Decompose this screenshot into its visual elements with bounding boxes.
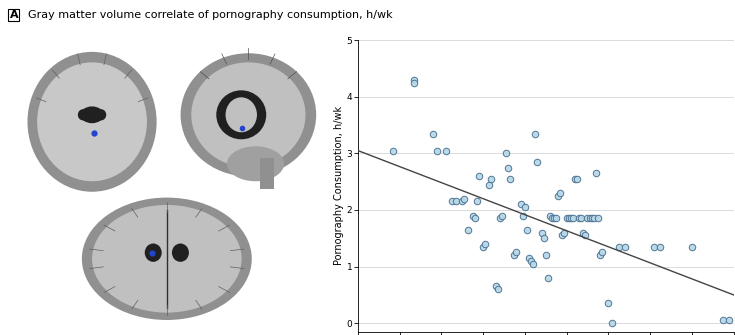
Point	[477, 244, 489, 250]
Point	[584, 216, 595, 221]
Ellipse shape	[37, 62, 147, 181]
Point	[462, 227, 474, 232]
Point	[539, 253, 551, 258]
Point	[409, 80, 420, 85]
Point	[496, 213, 508, 218]
Point	[592, 216, 603, 221]
Point	[563, 216, 575, 221]
Point	[484, 182, 495, 187]
Point	[548, 216, 560, 221]
Point	[648, 244, 660, 250]
Point	[471, 199, 483, 204]
Point	[387, 148, 399, 153]
Point	[523, 255, 535, 261]
Point	[467, 213, 478, 218]
Ellipse shape	[216, 90, 266, 139]
Point	[494, 216, 506, 221]
Point	[526, 258, 537, 264]
Point	[655, 244, 667, 250]
Point	[554, 190, 566, 196]
Point	[596, 250, 608, 255]
Ellipse shape	[27, 52, 157, 192]
Point	[450, 199, 462, 204]
Ellipse shape	[227, 146, 284, 181]
Point	[542, 275, 553, 281]
Point	[519, 204, 531, 210]
Point	[559, 230, 570, 235]
Point	[511, 250, 523, 255]
Point	[479, 241, 491, 247]
Point	[490, 284, 501, 289]
Point	[556, 233, 568, 238]
Point	[590, 171, 602, 176]
Point	[456, 199, 468, 204]
Text: Gray matter volume correlate of pornography consumption, h/wk: Gray matter volume correlate of pornogra…	[28, 10, 392, 20]
Point	[717, 318, 729, 323]
Point	[723, 318, 735, 323]
Bar	[259, 158, 274, 189]
Point	[579, 233, 591, 238]
Point	[440, 148, 451, 153]
Ellipse shape	[78, 109, 88, 120]
Point	[546, 216, 558, 221]
Ellipse shape	[172, 244, 189, 262]
Point	[576, 216, 587, 221]
Ellipse shape	[191, 62, 306, 167]
Point	[521, 227, 533, 232]
Point	[531, 159, 543, 164]
Point	[603, 301, 614, 306]
Point	[588, 216, 600, 221]
Ellipse shape	[226, 97, 257, 132]
Point	[500, 151, 512, 156]
Ellipse shape	[96, 109, 107, 120]
Point	[594, 253, 606, 258]
Y-axis label: Pornography Consumption, h/wk: Pornography Consumption, h/wk	[334, 107, 344, 265]
Point	[529, 131, 541, 136]
Ellipse shape	[80, 107, 104, 123]
Point	[538, 236, 550, 241]
Ellipse shape	[145, 244, 162, 262]
Point	[561, 216, 573, 221]
Point	[613, 244, 625, 250]
Point	[409, 77, 420, 82]
Point	[571, 176, 583, 182]
Ellipse shape	[92, 205, 242, 313]
Point	[606, 321, 618, 326]
Point	[473, 173, 485, 179]
Point	[536, 230, 548, 235]
Point	[469, 216, 481, 221]
Point	[586, 216, 598, 221]
Point	[686, 244, 698, 250]
Point	[509, 253, 520, 258]
Point	[551, 216, 562, 221]
Point	[431, 148, 443, 153]
Text: A: A	[10, 10, 18, 20]
Point	[459, 196, 470, 201]
Point	[427, 131, 439, 136]
Point	[486, 176, 498, 182]
Point	[552, 193, 564, 199]
Point	[492, 286, 503, 292]
Point	[569, 176, 581, 182]
Point	[581, 216, 593, 221]
Point	[578, 230, 589, 235]
Point	[527, 261, 539, 266]
Point	[502, 165, 514, 170]
Point	[619, 244, 631, 250]
Point	[565, 216, 577, 221]
Point	[544, 213, 556, 218]
Point	[514, 202, 526, 207]
Point	[446, 199, 458, 204]
Point	[567, 216, 578, 221]
Point	[573, 216, 585, 221]
Point	[517, 213, 528, 218]
Ellipse shape	[82, 198, 252, 320]
Point	[504, 176, 516, 182]
Ellipse shape	[181, 53, 316, 176]
